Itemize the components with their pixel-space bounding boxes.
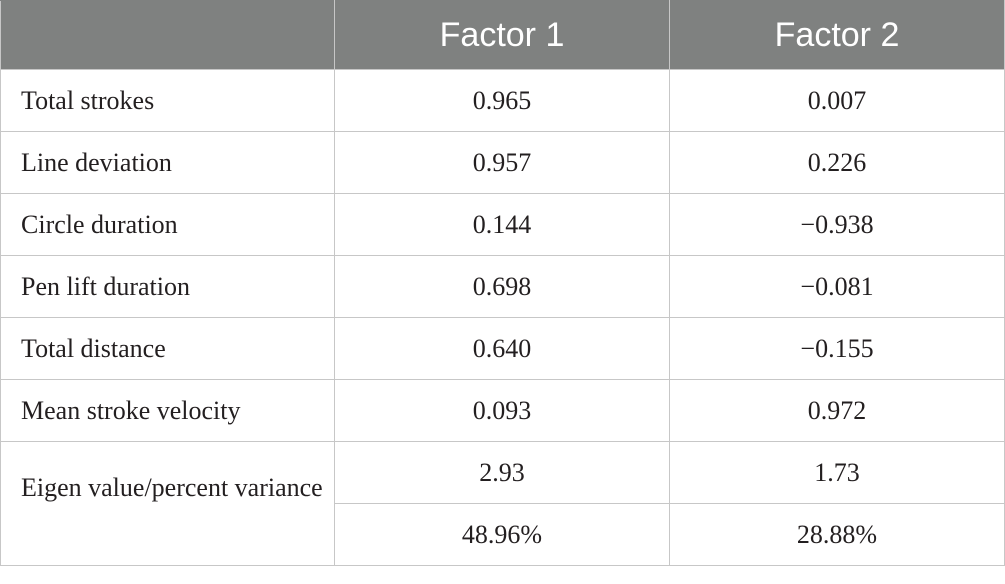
- percent-variance-row: 48.96% 28.88%: [1, 503, 1005, 566]
- factor-1-value: 0.965: [334, 69, 670, 132]
- table-row: Circle duration 0.144 −0.938: [0, 193, 1005, 256]
- table-row: Line deviation 0.957 0.226: [0, 131, 1005, 194]
- table-row: Total strokes 0.965 0.007: [0, 69, 1005, 132]
- row-label: Total distance: [0, 317, 335, 380]
- row-label: Circle duration: [0, 193, 335, 256]
- factor-2-percent-variance: 28.88%: [669, 503, 1005, 566]
- row-label: Mean stroke velocity: [0, 379, 335, 442]
- header-factor-2: Factor 2: [669, 0, 1005, 70]
- header-row: Factor 1 Factor 2: [0, 0, 1005, 70]
- eigen-row-label: Eigen value/percent variance: [0, 441, 335, 566]
- factor-2-value: −0.081: [669, 255, 1005, 318]
- eigenvalue-row: Eigen value/percent variance 2.93 1.73: [0, 441, 1005, 566]
- factor-2-value: 0.972: [669, 379, 1005, 442]
- row-label: Total strokes: [0, 69, 335, 132]
- factor-1-value: 0.144: [334, 193, 670, 256]
- header-empty-cell: [0, 0, 335, 70]
- table-row: Mean stroke velocity 0.093 0.972: [0, 379, 1005, 442]
- factor-2-eigenvalue: 1.73: [669, 441, 1005, 504]
- factor-1-value: 0.698: [334, 255, 670, 318]
- factor-2-value: −0.155: [669, 317, 1005, 380]
- factor-2-value: −0.938: [669, 193, 1005, 256]
- factor-2-value: 0.007: [669, 69, 1005, 132]
- factor-1-percent-variance: 48.96%: [334, 503, 670, 566]
- row-label: Line deviation: [0, 131, 335, 194]
- row-label: Pen lift duration: [0, 255, 335, 318]
- factor-1-value: 0.093: [334, 379, 670, 442]
- factor-1-eigenvalue: 2.93: [334, 441, 670, 504]
- header-factor-1: Factor 1: [334, 0, 670, 70]
- factor-loadings-table: Factor 1 Factor 2 Total strokes 0.965 0.…: [0, 0, 1005, 566]
- factor-2-value: 0.226: [669, 131, 1005, 194]
- table-row: Total distance 0.640 −0.155: [0, 317, 1005, 380]
- table-row: Pen lift duration 0.698 −0.081: [0, 255, 1005, 318]
- factor-1-value: 0.957: [334, 131, 670, 194]
- factor-1-value: 0.640: [334, 317, 670, 380]
